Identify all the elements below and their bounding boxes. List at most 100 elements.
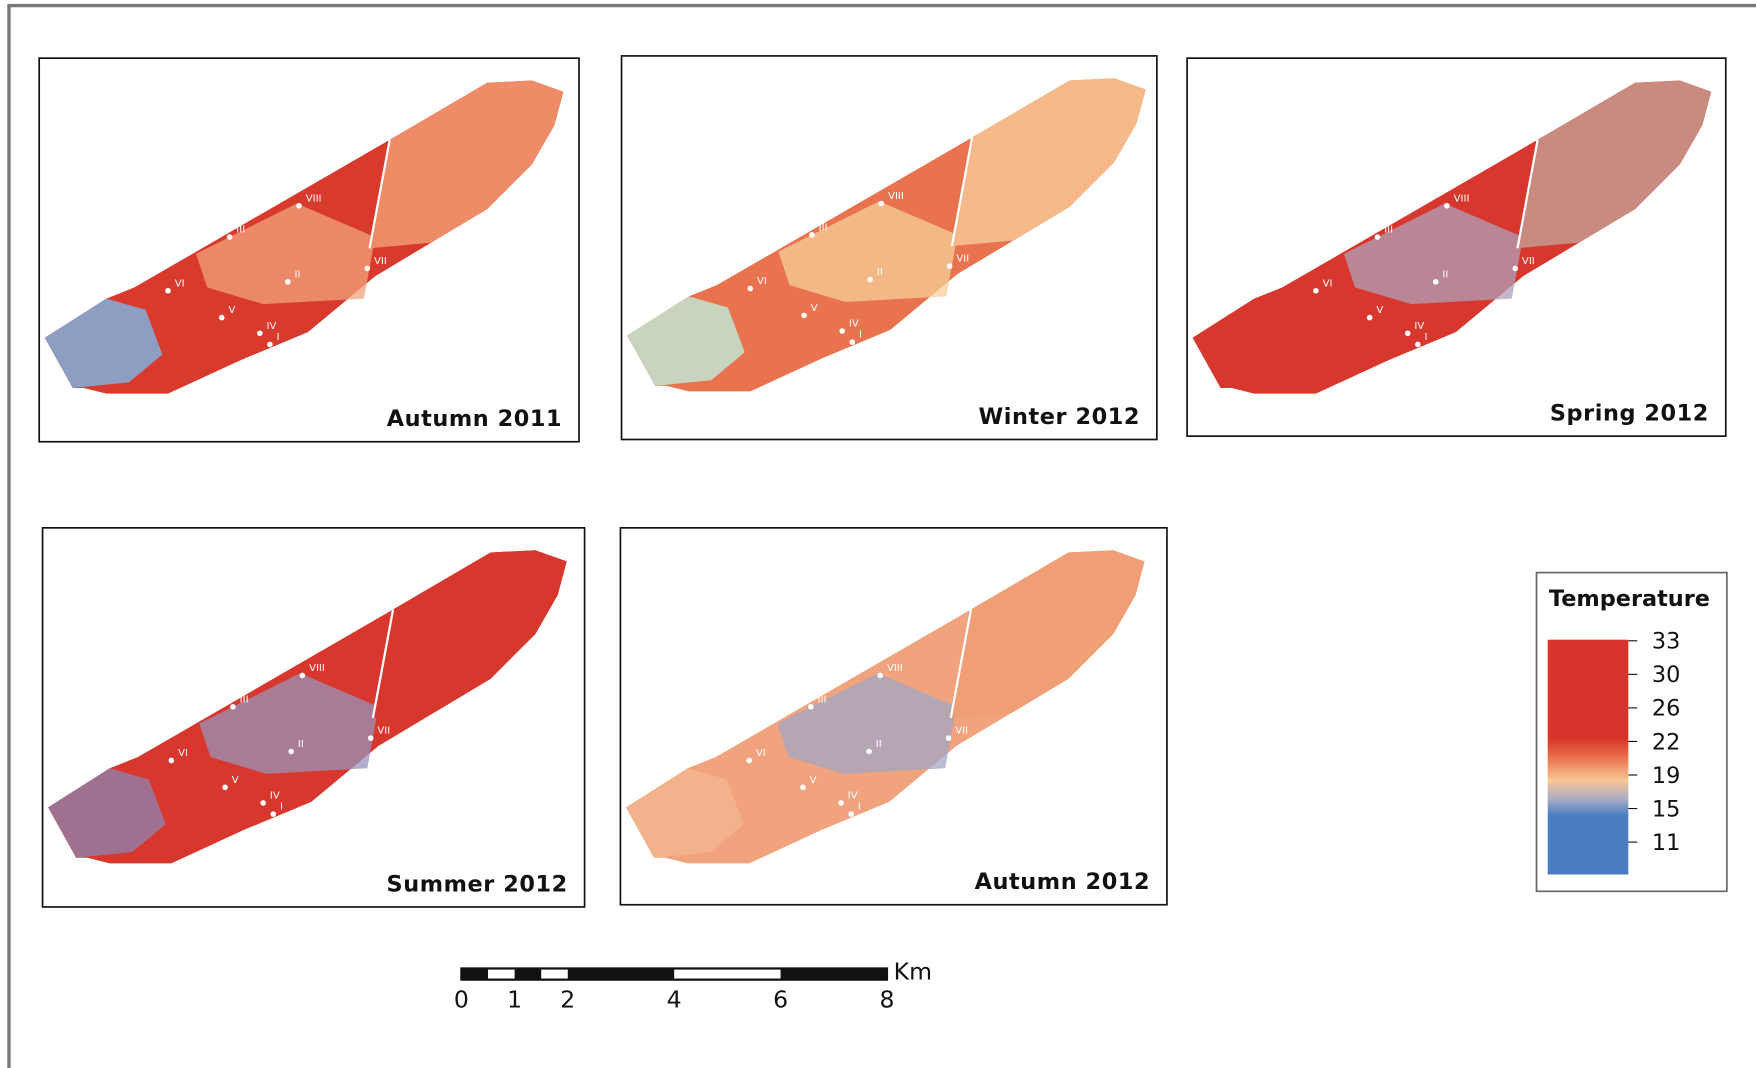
station	[808, 704, 814, 710]
legend-label: 26	[1652, 696, 1681, 722]
station-label: II	[876, 739, 882, 750]
station-label: II	[295, 269, 301, 280]
legend-label: 15	[1652, 796, 1681, 822]
station	[849, 339, 855, 345]
legend-label: 22	[1652, 729, 1681, 755]
station	[169, 758, 175, 764]
station	[946, 735, 952, 741]
station	[879, 201, 885, 207]
legend-label: 19	[1652, 763, 1681, 789]
map-panel: VIIIIIIVIIIVIIVIVISpring 2012	[1187, 58, 1726, 436]
station	[296, 203, 302, 209]
station	[1433, 279, 1439, 285]
station-label: VI	[178, 748, 188, 759]
color-ramp	[1548, 640, 1629, 875]
station-label: III	[819, 222, 828, 233]
station-label: III	[1384, 225, 1393, 236]
station-label: VIII	[309, 663, 325, 674]
scale-bar-label: 2	[560, 986, 575, 1014]
legend-label: 30	[1652, 662, 1681, 688]
station	[285, 279, 291, 285]
station-label: I	[1425, 332, 1428, 343]
station	[748, 286, 754, 292]
legend-title: Temperature	[1549, 586, 1710, 612]
legend-label: 33	[1652, 629, 1681, 655]
station	[947, 263, 953, 269]
station	[801, 313, 807, 319]
scale-bar-label: 1	[507, 986, 522, 1014]
station-label: VII	[1522, 256, 1535, 267]
station	[848, 811, 854, 817]
scale-bar-label: 4	[667, 986, 682, 1014]
station	[219, 315, 225, 321]
panel-title: Summer 2012	[387, 871, 568, 897]
station	[1313, 288, 1319, 294]
station-label: V	[811, 303, 818, 314]
station	[260, 800, 266, 806]
station	[1375, 234, 1381, 240]
station	[867, 277, 873, 283]
station-label: VII	[955, 726, 968, 737]
station	[1444, 203, 1450, 209]
station	[838, 800, 844, 806]
station-label: V	[1376, 305, 1383, 316]
legend-label: 11	[1652, 830, 1681, 856]
station-label: III	[818, 694, 827, 705]
station	[1512, 266, 1518, 272]
station-label: I	[277, 332, 280, 343]
station-label: VII	[377, 726, 390, 737]
station-label: VIII	[306, 193, 322, 204]
scale-bar-segment	[568, 968, 674, 979]
scale-bar-segment	[781, 968, 887, 979]
station-label: IV	[270, 790, 280, 801]
station	[230, 704, 236, 710]
station	[300, 673, 306, 679]
station-label: VIII	[1454, 193, 1470, 204]
station	[746, 758, 752, 764]
panel-title: Autumn 2011	[387, 406, 562, 432]
station	[866, 749, 872, 755]
panel-title: Winter 2012	[979, 404, 1141, 430]
station	[800, 785, 806, 791]
station	[809, 232, 815, 238]
station-label: IV	[848, 790, 858, 801]
station-label: IV	[849, 319, 859, 330]
station	[365, 266, 371, 272]
legend: Temperature	[1537, 573, 1727, 892]
station	[257, 330, 263, 336]
station-label: VI	[757, 276, 767, 287]
scale-bar-label: 0	[454, 986, 469, 1014]
station-label: VIII	[887, 663, 903, 674]
station-label: II	[298, 739, 304, 750]
station	[165, 288, 171, 294]
station-label: III	[240, 694, 249, 705]
panel-title: Autumn 2012	[975, 869, 1150, 895]
figure: N E S W Temperature VIIIIIIVIIIVIIVIVIAu…	[0, 0, 1756, 1068]
station-label: II	[877, 267, 883, 278]
station-label: V	[228, 305, 235, 316]
station-label: VI	[756, 748, 766, 759]
station-label: VII	[374, 256, 387, 267]
station-label: V	[810, 775, 817, 786]
panel-title: Spring 2012	[1550, 401, 1709, 427]
station-label: I	[280, 802, 283, 813]
station	[877, 673, 883, 679]
station-label: I	[859, 330, 862, 341]
station	[267, 342, 273, 348]
scale-bar-label: 6	[773, 986, 788, 1014]
station	[227, 234, 233, 240]
scale-bar-segment	[515, 968, 542, 979]
station	[288, 749, 294, 755]
scale-bar-unit: Km	[894, 958, 932, 986]
station	[839, 328, 845, 334]
station-label: III	[236, 225, 245, 236]
station	[368, 735, 374, 741]
station-label: IV	[267, 321, 277, 332]
station-label: I	[858, 802, 861, 813]
station	[222, 785, 228, 791]
station-label: VI	[175, 278, 185, 289]
station-label: II	[1442, 269, 1448, 280]
